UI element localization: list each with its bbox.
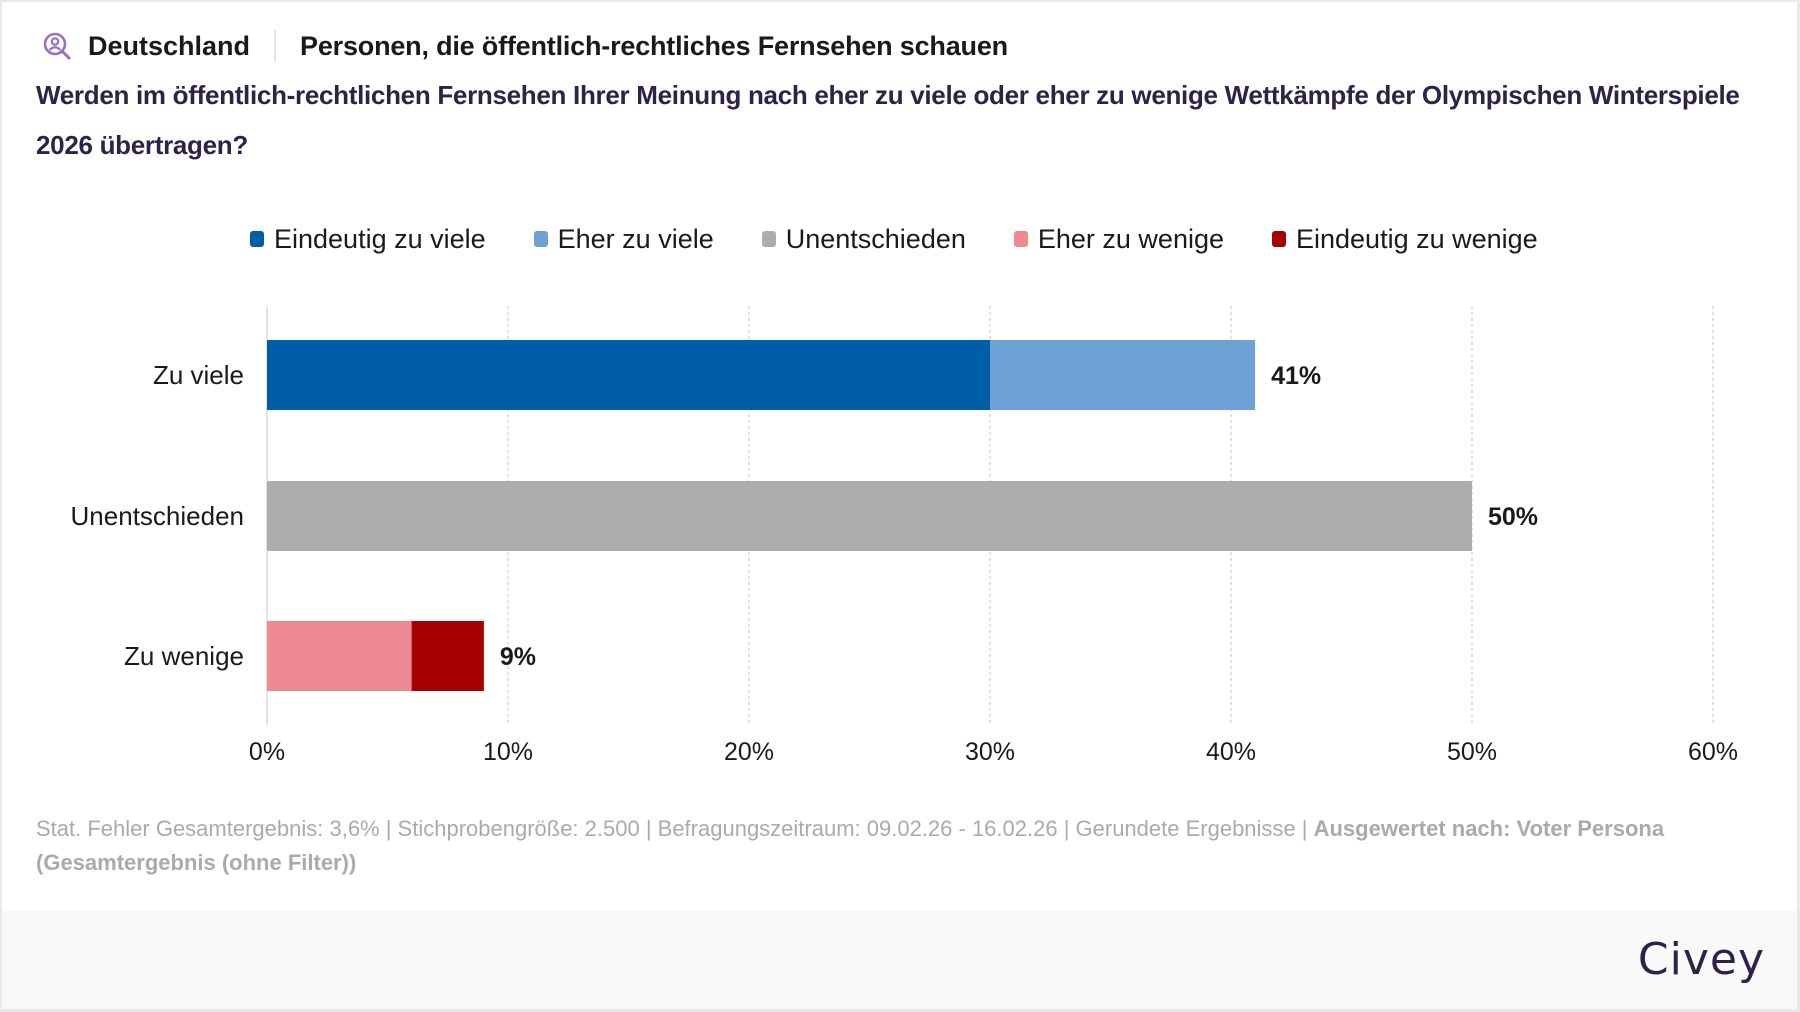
- segment-label: Personen, die öffentlich-rechtliches Fer…: [300, 30, 1008, 61]
- x-tick-label: 20%: [724, 738, 774, 766]
- category-label: Zu wenige: [124, 641, 244, 671]
- x-tick-label: 0%: [249, 738, 285, 766]
- bar-segment[interactable]: [267, 340, 990, 410]
- person-search-icon: [43, 32, 71, 60]
- bar-segment[interactable]: [267, 481, 1472, 551]
- x-tick-label: 60%: [1688, 738, 1738, 766]
- legend-swatch: [250, 231, 264, 247]
- legend-swatch: [1013, 231, 1028, 247]
- x-tick-label: 30%: [965, 738, 1015, 766]
- legend-item[interactable]: Eher zu wenige: [1013, 223, 1224, 255]
- legend-label: Unentschieden: [785, 223, 966, 254]
- header-divider: [274, 30, 277, 62]
- legend-item[interactable]: Eindeutig zu wenige: [1272, 224, 1538, 255]
- footer: Civey: [2, 910, 1797, 1009]
- legend-item[interactable]: Eher zu viele: [533, 223, 714, 255]
- legend-item[interactable]: Unentschieden: [761, 223, 966, 255]
- bar-segment[interactable]: [990, 340, 1256, 410]
- category-label: Zu viele: [153, 360, 244, 390]
- footnote: Stat. Fehler Gesamtergebnis: 3,6% | Stic…: [36, 812, 1736, 880]
- bar-segment[interactable]: [267, 621, 412, 691]
- legend-item[interactable]: Eindeutig zu viele: [250, 224, 486, 255]
- question-title: Werden im öffentlich-rechtlichen Fernseh…: [36, 80, 1740, 160]
- data-label: 50%: [1488, 503, 1538, 531]
- category-label: Unentschieden: [71, 501, 244, 531]
- footnote-filter: Ausgewertet nach: Voter Persona (Gesamte…: [36, 816, 1665, 875]
- legend-label: Eher zu viele: [557, 223, 714, 254]
- civey-logo: Civey: [1637, 934, 1765, 985]
- legend-swatch: [533, 231, 548, 247]
- data-label: 41%: [1271, 362, 1321, 390]
- legend: Eindeutig zu viele Eher zu viele Unentschi…: [250, 222, 1586, 256]
- x-tick-label: 40%: [1206, 738, 1256, 766]
- legend-swatch: [1272, 231, 1286, 247]
- header: Deutschland Personen, die öffentlich-rec…: [42, 28, 1008, 64]
- footnote-text: Stat. Fehler Gesamtergebnis: 3,6% | Stic…: [36, 816, 1314, 841]
- x-tick-label: 50%: [1447, 738, 1497, 766]
- legend-swatch: [761, 231, 776, 247]
- x-tick-label: 10%: [483, 738, 533, 766]
- bar-chart: 0% 10% 20% 30% 40% 50% 60% Zu viele 41% Unentschi…: [71, 306, 1738, 766]
- data-label: 9%: [500, 643, 536, 671]
- legend-label: Eindeutig zu wenige: [1296, 223, 1538, 254]
- legend-label: Eindeutig zu viele: [274, 223, 486, 254]
- country-label: Deutschland: [88, 30, 251, 61]
- bar-segment[interactable]: [411, 621, 484, 691]
- legend-label: Eher zu wenige: [1037, 223, 1224, 254]
